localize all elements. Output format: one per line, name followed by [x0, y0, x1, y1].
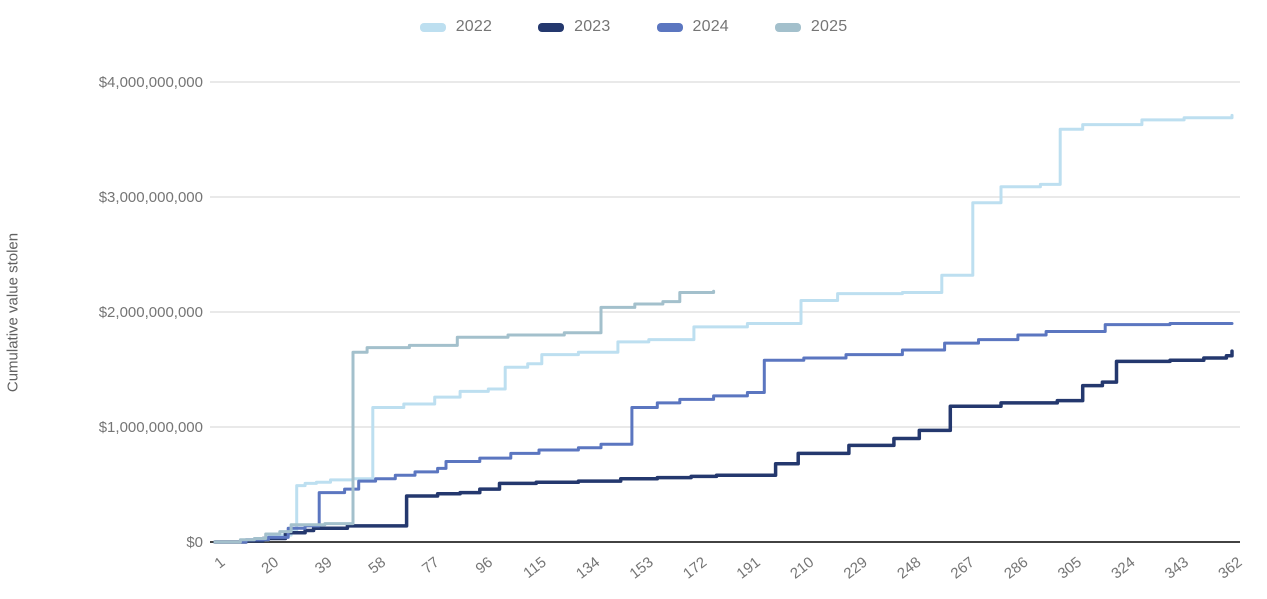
legend-item-2022: 2022: [419, 18, 493, 36]
y-tick-label: $4,000,000,000: [99, 74, 203, 91]
x-tick-label: 172: [680, 554, 710, 583]
x-tick-label: 191: [734, 554, 764, 583]
x-tick-label: 305: [1055, 554, 1085, 583]
x-tick-label: 96: [472, 554, 496, 578]
legend-swatch-2023-icon: [538, 22, 565, 32]
x-tick-label: 286: [1001, 554, 1031, 583]
series-line-2025: [213, 289, 716, 544]
y-tick-label: $3,000,000,000: [99, 189, 203, 206]
x-tick-label: 362: [1215, 554, 1245, 583]
x-tick-label: 1: [211, 554, 228, 573]
x-tick-label: 267: [948, 554, 978, 583]
series-line-2023: [213, 349, 1234, 544]
x-tick-label: 153: [626, 554, 656, 583]
legend-item-2023: 2023: [538, 18, 610, 36]
x-tick-label: 210: [787, 554, 817, 583]
legend-item-2025: 2025: [774, 18, 848, 36]
legend-swatch-2025-icon: [774, 22, 801, 32]
x-tick-label: 324: [1108, 554, 1138, 583]
legend-swatch-2024-icon: [656, 22, 683, 32]
legend-label-2023: 2023: [574, 18, 611, 35]
y-tick-label: $2,000,000,000: [99, 304, 203, 321]
legend-label-2024: 2024: [692, 18, 729, 35]
x-tick-label: 248: [894, 554, 924, 583]
legend-label-2025: 2025: [810, 18, 848, 35]
series-line-2024: [213, 322, 1234, 544]
x-tick-label: 115: [520, 554, 549, 582]
y-tick-label: $1,000,000,000: [99, 419, 203, 436]
legend-label-2022: 2022: [455, 18, 493, 35]
x-tick-label: 229: [841, 554, 871, 583]
legend-item-2024: 2024: [656, 18, 729, 36]
x-tick-label: 20: [258, 554, 282, 578]
legend-swatch-2022-icon: [419, 22, 446, 32]
series-line-2022: [213, 113, 1234, 544]
x-tick-label: 134: [573, 554, 603, 583]
x-tick-label: 343: [1162, 554, 1192, 583]
x-tick-label: 77: [419, 554, 443, 578]
chart-legend: 2022 2023 2024 2025: [0, 18, 1267, 36]
x-tick-label: 39: [312, 554, 336, 578]
y-tick-label: $0: [186, 534, 203, 551]
x-tick-label: 58: [365, 554, 389, 578]
y-axis-title: Cumulative value stolen: [4, 232, 22, 393]
